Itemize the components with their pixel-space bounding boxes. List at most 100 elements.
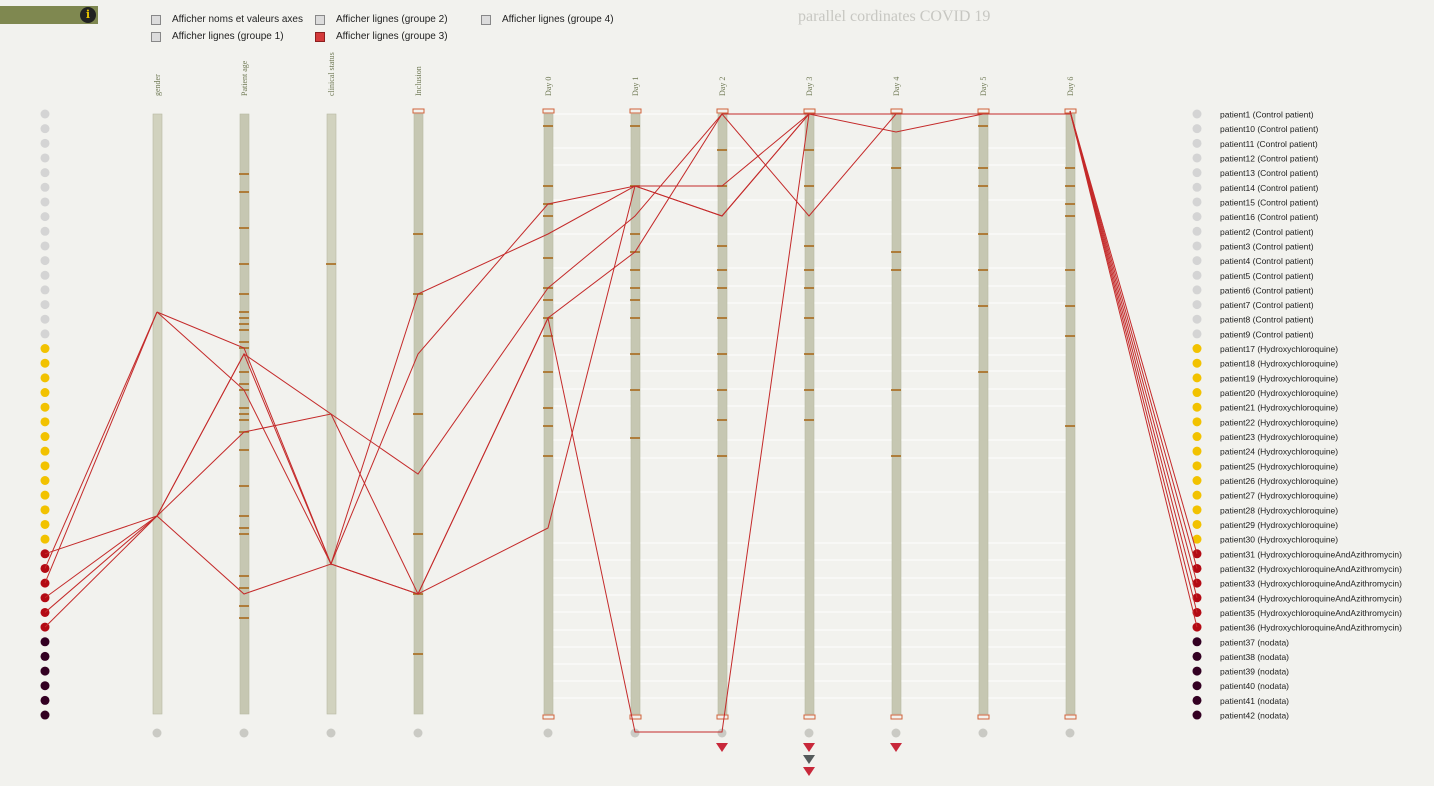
axis-bottom-handle <box>1064 714 1077 720</box>
warning-marker <box>803 743 815 752</box>
patient-dot-left <box>40 212 50 222</box>
patient-dot-left <box>40 344 50 354</box>
checkbox[interactable] <box>315 14 325 25</box>
patient-dot-left <box>40 270 50 280</box>
patient-dot-right <box>1192 666 1202 676</box>
axis-bottom-dot <box>717 728 727 738</box>
warning-marker <box>803 767 815 776</box>
patient-label: patient34 (HydroxychloroquineAndAzithrom… <box>1220 593 1402 603</box>
patient-dot-right <box>1192 402 1202 412</box>
toggle-label: Afficher lignes (groupe 3) <box>336 31 448 42</box>
patient-dot-right <box>1192 153 1202 163</box>
series-line <box>156 113 1070 733</box>
patient-dot-right <box>1192 446 1202 456</box>
patient-label: patient35 (HydroxychloroquineAndAzithrom… <box>1220 608 1402 618</box>
patient-label: patient5 (Control patient) <box>1220 271 1314 281</box>
patient-dot-left <box>40 651 50 661</box>
patient-label: patient23 (Hydroxychloroquine) <box>1220 432 1338 442</box>
patient-dot-left <box>40 124 50 134</box>
series-line <box>156 113 1070 566</box>
patient-dot-right <box>1192 519 1202 529</box>
toggle-group-3[interactable]: Afficher lignes (groupe 3) <box>315 31 448 42</box>
series-connector <box>44 515 158 555</box>
patient-label: patient40 (nodata) <box>1220 681 1289 691</box>
patient-dot-left <box>40 109 50 119</box>
patient-label: patient22 (Hydroxychloroquine) <box>1220 417 1338 427</box>
patient-dot-right <box>1192 197 1202 207</box>
patient-label: patient39 (nodata) <box>1220 667 1289 677</box>
patient-dot-left <box>40 285 50 295</box>
axis-bottom-dot <box>804 728 814 738</box>
axis-bottom-dot <box>630 728 640 738</box>
patient-dot-left <box>40 534 50 544</box>
checkbox[interactable] <box>315 31 325 42</box>
axis-bottom-handle <box>629 714 642 720</box>
patient-label: patient33 (HydroxychloroquineAndAzithrom… <box>1220 579 1402 589</box>
patient-dot-left <box>40 314 50 324</box>
series-connector <box>1069 110 1198 628</box>
axis-bottom-dot <box>326 728 336 738</box>
axis-bottom-handle <box>542 714 555 720</box>
patient-dot-right <box>1192 256 1202 266</box>
patient-dot-right <box>1192 695 1202 705</box>
toggle-group-2[interactable]: Afficher lignes (groupe 2) <box>315 14 448 25</box>
patient-label: patient42 (nodata) <box>1220 711 1289 721</box>
patient-label: patient21 (Hydroxychloroquine) <box>1220 403 1338 413</box>
axis-bar <box>978 113 989 715</box>
axis-top-handle <box>890 108 903 114</box>
toggle-axis-names[interactable]: Afficher noms et valeurs axes <box>151 14 303 25</box>
patient-dot-left <box>40 373 50 383</box>
patient-dot-right <box>1192 388 1202 398</box>
patient-label: patient36 (HydroxychloroquineAndAzithrom… <box>1220 623 1402 633</box>
patient-dot-right <box>1192 344 1202 354</box>
patient-dot-left <box>40 153 50 163</box>
patient-dot-left <box>40 695 50 705</box>
axis-bottom-dot <box>413 728 423 738</box>
patient-label: patient32 (HydroxychloroquineAndAzithrom… <box>1220 564 1402 574</box>
checkbox[interactable] <box>481 14 491 25</box>
series-connector <box>44 311 158 584</box>
series-line <box>156 113 1070 566</box>
axis-bar <box>543 113 554 715</box>
axis-bottom-handle <box>716 714 729 720</box>
checkbox[interactable] <box>151 14 161 25</box>
toggle-group-1[interactable]: Afficher lignes (groupe 1) <box>151 31 284 42</box>
toggle-label: Afficher noms et valeurs axes <box>172 14 303 25</box>
axis-label: Day 2 <box>718 77 727 96</box>
patient-dot-right <box>1192 417 1202 427</box>
warning-marker <box>803 755 815 764</box>
patient-label: patient31 (HydroxychloroquineAndAzithrom… <box>1220 549 1402 559</box>
series-connector <box>1069 110 1198 613</box>
patient-label: patient20 (Hydroxychloroquine) <box>1220 388 1338 398</box>
patient-dot-right <box>1192 182 1202 192</box>
info-icon[interactable]: i <box>80 7 96 23</box>
patient-dot-left <box>40 138 50 148</box>
checkbox[interactable] <box>151 31 161 42</box>
patient-dot-right <box>1192 534 1202 544</box>
patient-dot-right <box>1192 373 1202 383</box>
axis-bar <box>804 113 815 715</box>
patient-dot-left <box>40 241 50 251</box>
axis-top-handle <box>977 108 990 114</box>
warning-marker <box>890 743 902 752</box>
series-line <box>156 113 1070 595</box>
patient-dot-left <box>40 197 50 207</box>
toggle-group-4[interactable]: Afficher lignes (groupe 4) <box>481 14 614 25</box>
series-connector <box>1069 110 1198 554</box>
chart-title: parallel cordinates COVID 19 <box>798 8 991 25</box>
patient-dot-left <box>40 519 50 529</box>
series-line <box>156 113 1070 517</box>
axis-bottom-dot <box>239 728 249 738</box>
series-connector <box>44 515 158 628</box>
patient-dot-right <box>1192 212 1202 222</box>
patient-dot-right <box>1192 432 1202 442</box>
axis-bar <box>630 113 641 715</box>
axis-bottom-dot <box>1065 728 1075 738</box>
axis-bar <box>152 113 163 715</box>
series-connector <box>44 311 158 569</box>
patient-label: patient27 (Hydroxychloroquine) <box>1220 491 1338 501</box>
patient-dot-left <box>40 490 50 500</box>
axis-label: gender <box>153 74 162 96</box>
patient-label: patient8 (Control patient) <box>1220 315 1314 325</box>
patient-label: patient30 (Hydroxychloroquine) <box>1220 535 1338 545</box>
